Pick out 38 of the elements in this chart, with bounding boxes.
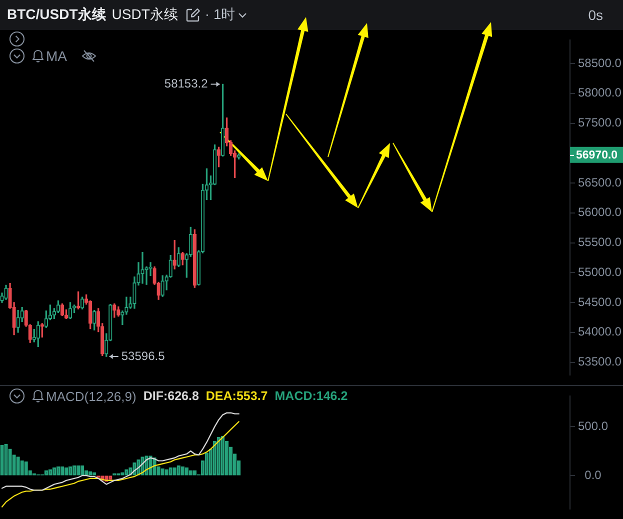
y-tick-label: 56500.0 [578, 175, 622, 190]
chart-title: MACD(12,26,9) [46, 388, 136, 404]
chart-subtitle: USDT永续 [112, 6, 178, 24]
text: 56970.0 [576, 150, 618, 162]
annotation: 58153.2 [164, 76, 208, 91]
y-tick-label: 54000.0 [578, 324, 622, 339]
candlestick [60, 303, 64, 316]
text: DIF:626.8 [143, 389, 199, 403]
y-tick-label: 53500.0 [578, 354, 622, 369]
y-tick-label: 57500.0 [578, 116, 622, 130]
y-tick-label: 500.0 [578, 418, 608, 433]
text: MACD:146.2 [274, 389, 348, 403]
candlestick [68, 302, 72, 319]
annotation: 53596.5 [121, 348, 166, 363]
chart-title: BTC/USDT永续 [7, 6, 106, 24]
candlestick [4, 284, 8, 300]
text: DEA:553.7 [206, 389, 268, 403]
y-tick-label: 0.0 [584, 468, 602, 482]
candlestick [92, 310, 96, 330]
candlestick [220, 84, 225, 156]
candlestick [216, 146, 221, 168]
candlestick [76, 291, 80, 310]
candlestick [180, 252, 184, 266]
candlestick [176, 247, 180, 267]
y-tick-label: 54500.0 [578, 294, 622, 309]
text: · 1时 [204, 6, 236, 24]
candlestick [40, 323, 44, 338]
candlestick [192, 229, 197, 288]
y-tick-label: 58500.0 [578, 56, 622, 70]
annotation: MA [46, 48, 67, 64]
y-tick-label: 55500.0 [578, 235, 622, 250]
y-tick-label: 58000.0 [578, 86, 622, 100]
y-tick-label: 55000.0 [578, 264, 622, 279]
y-tick-label: 56000.0 [578, 205, 622, 220]
candlestick [16, 310, 20, 333]
candlestick [140, 252, 144, 284]
text: 0s [588, 7, 603, 23]
candlestick [160, 275, 164, 297]
